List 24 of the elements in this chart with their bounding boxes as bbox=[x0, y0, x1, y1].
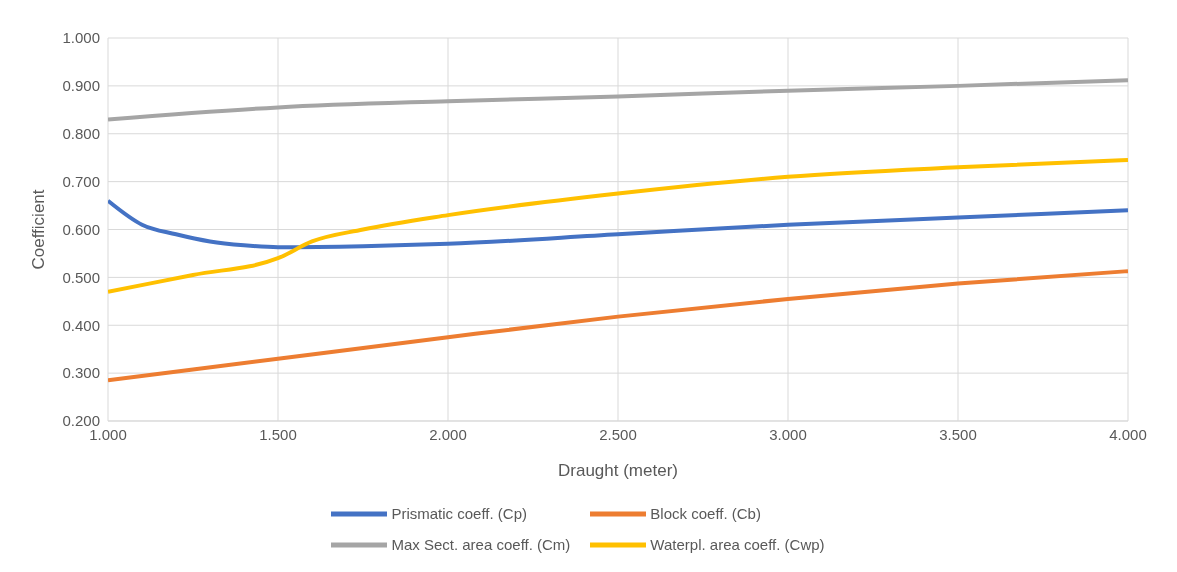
line-series bbox=[108, 198, 1128, 250]
line-series bbox=[108, 78, 1128, 122]
legend-label: Block coeff. (Cb) bbox=[650, 505, 761, 522]
y-tick-label: 0.700 bbox=[62, 172, 100, 190]
y-tick-label: 0.300 bbox=[62, 364, 100, 382]
line-series bbox=[108, 269, 1128, 383]
x-tick-label: 2.500 bbox=[599, 425, 637, 443]
y-tick-label: 0.600 bbox=[62, 220, 100, 238]
y-axis-title: Coefficient bbox=[29, 189, 49, 270]
line-series bbox=[108, 158, 1128, 294]
y-tick-label: 0.900 bbox=[62, 77, 100, 95]
y-tick-label: 0.800 bbox=[62, 125, 100, 143]
x-tick-label: 3.000 bbox=[769, 425, 807, 443]
y-tick-label: 0.500 bbox=[62, 268, 100, 286]
legend-label: Max Sect. area coeff. (Cm) bbox=[391, 536, 571, 553]
legend-label: Waterpl. area coeff. (Cwp) bbox=[650, 536, 825, 553]
x-axis-title: Draught (meter) bbox=[558, 461, 678, 480]
legend-label: Prismatic coeff. (Cp) bbox=[391, 505, 527, 522]
x-tick-label: 1.500 bbox=[259, 425, 297, 443]
x-tick-label: 3.500 bbox=[939, 425, 977, 443]
y-tick-label: 0.400 bbox=[62, 316, 100, 334]
y-tick-label: 1.000 bbox=[62, 29, 100, 47]
x-tick-label: 2.000 bbox=[429, 425, 467, 443]
x-tick-label: 4.000 bbox=[1109, 425, 1147, 443]
